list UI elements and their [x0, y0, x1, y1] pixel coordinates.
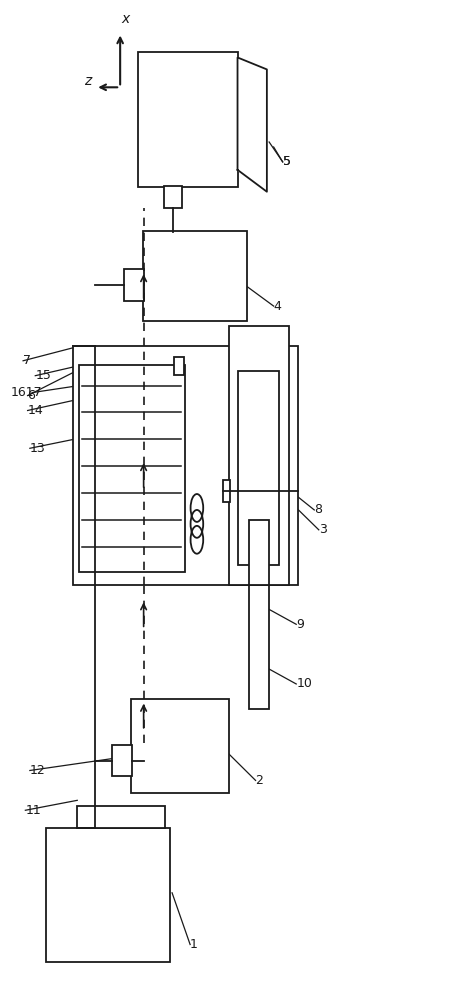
Bar	[165, 186, 181, 208]
Text: x: x	[122, 12, 130, 26]
Bar	[132, 699, 228, 793]
Text: 5: 5	[283, 155, 291, 168]
Text: 9: 9	[296, 618, 304, 631]
Text: 10: 10	[296, 677, 312, 690]
Text: 13: 13	[30, 442, 46, 455]
Bar	[138, 52, 238, 187]
Bar	[77, 806, 165, 828]
Text: 1617: 1617	[11, 386, 43, 399]
Text: 7: 7	[23, 354, 31, 367]
Text: 2: 2	[255, 774, 264, 787]
Bar	[46, 828, 170, 962]
Text: 4: 4	[274, 300, 282, 313]
Bar	[79, 365, 185, 572]
Bar	[239, 371, 279, 565]
Bar	[249, 585, 269, 709]
Text: 6: 6	[27, 389, 36, 402]
Text: 1: 1	[190, 938, 198, 951]
Text: 11: 11	[25, 804, 41, 817]
Bar	[112, 745, 133, 776]
Bar	[228, 326, 289, 585]
Text: 5: 5	[283, 155, 291, 168]
Bar	[223, 480, 230, 502]
Text: 8: 8	[314, 503, 322, 516]
Bar	[249, 520, 269, 585]
Bar	[143, 231, 247, 321]
Bar	[73, 346, 298, 585]
Text: z: z	[84, 74, 91, 88]
Bar	[174, 357, 184, 375]
Polygon shape	[238, 57, 267, 192]
Bar	[124, 269, 143, 301]
Text: 12: 12	[30, 764, 46, 777]
Text: 3: 3	[319, 523, 327, 536]
Text: 14: 14	[27, 404, 43, 417]
Text: 15: 15	[35, 369, 51, 382]
